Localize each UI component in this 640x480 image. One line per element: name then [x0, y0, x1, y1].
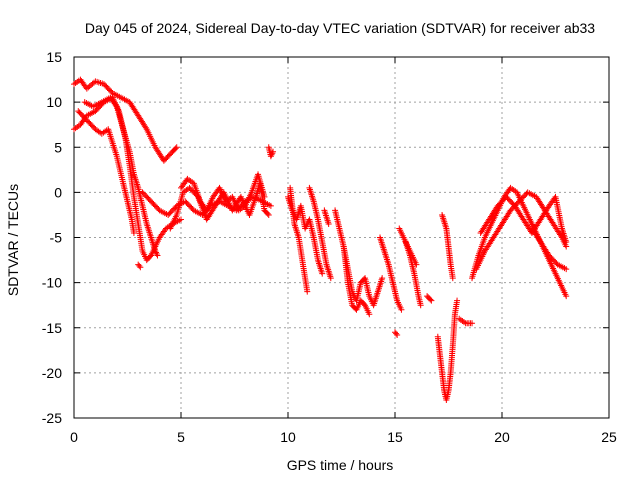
x-tick-label: 20: [494, 429, 510, 445]
x-tick-label: 10: [280, 429, 296, 445]
data-point: [563, 266, 570, 273]
data-point: [449, 275, 456, 282]
x-tick-label: 5: [177, 429, 185, 445]
data-point: [379, 275, 386, 282]
data-point: [325, 220, 332, 227]
data-point: [327, 275, 334, 282]
chart-title: Day 045 of 2024, Sidereal Day-to-day VTE…: [85, 20, 595, 36]
data-point: [261, 193, 268, 200]
y-tick-label: 0: [54, 184, 62, 200]
x-tick-label: 15: [387, 429, 403, 445]
x-axis-label: GPS time / hours: [287, 457, 394, 473]
data-point: [270, 148, 277, 155]
y-tick-label: -10: [42, 275, 62, 291]
y-tick-label: -15: [42, 320, 62, 336]
y-axis-label: SDTVAR / TECUs: [5, 184, 21, 296]
data-point: [469, 320, 476, 327]
data-point: [137, 264, 144, 271]
data-point: [178, 216, 184, 223]
data-point: [366, 311, 373, 318]
data-point: [264, 210, 271, 217]
data-point: [154, 252, 161, 259]
y-tick-label: 10: [46, 94, 62, 110]
data-point: [136, 262, 143, 269]
data-point: [267, 202, 274, 209]
data-point: [319, 270, 326, 277]
x-tick-labels: 0 5 10 15 20 25: [70, 429, 617, 445]
data-point: [427, 296, 434, 303]
x-tick-label: 0: [70, 429, 78, 445]
data-point: [265, 211, 272, 218]
data-point: [172, 145, 179, 152]
x-tick-label: 25: [601, 429, 617, 445]
data-points: [71, 76, 570, 403]
y-tick-label: 5: [54, 139, 62, 155]
data-point: [130, 229, 137, 236]
y-tick-label: 15: [46, 49, 62, 65]
data-point: [428, 297, 435, 304]
data-point: [173, 144, 180, 151]
y-tick-label: -25: [42, 410, 62, 426]
data-point: [393, 330, 400, 337]
y-tick-label: -20: [42, 365, 62, 381]
data-point: [454, 297, 461, 304]
data-point: [563, 293, 570, 300]
axis-ticks: [73, 56, 610, 419]
data-point: [398, 306, 405, 313]
y-tick-label: -5: [50, 230, 63, 246]
y-tick-labels: -25 -20 -15 -10 -5 0 5 10 15: [42, 49, 62, 426]
data-point: [563, 239, 570, 246]
data-point: [304, 288, 311, 295]
chart-grid: [74, 57, 609, 418]
data-point: [417, 302, 424, 309]
data-point: [394, 331, 401, 338]
